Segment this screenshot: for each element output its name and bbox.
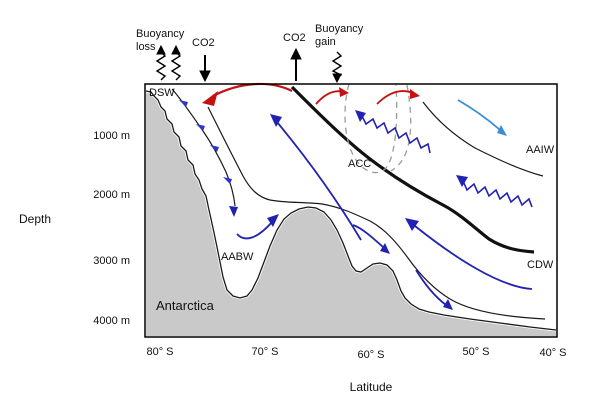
buoyancy-loss-wavy-2 bbox=[170, 51, 182, 81]
y-tick-1000: 1000 m bbox=[93, 130, 130, 142]
red-surface-arrows bbox=[212, 82, 414, 105]
buoyancy-loss-head-1 bbox=[156, 44, 166, 55]
cdw-inflow-arrow bbox=[414, 225, 533, 290]
x-tick-50s: 50° S bbox=[462, 346, 490, 358]
plot-frame bbox=[144, 83, 558, 338]
buoyancy-gain-label: Buoyancy gain bbox=[315, 23, 364, 48]
y-tick-2000: 2000 m bbox=[93, 189, 130, 201]
buoyancy-loss-wavy-1 bbox=[155, 51, 167, 81]
x-tick-70s: 70° S bbox=[251, 346, 279, 358]
basin-sink-arrowhead bbox=[380, 243, 390, 254]
ekman-arrowhead-2 bbox=[410, 89, 420, 99]
acc-front-line bbox=[290, 85, 535, 254]
cdw-label: CDW bbox=[527, 259, 554, 271]
upwelling-arrow bbox=[276, 121, 362, 241]
aaiw-label: AAIW bbox=[526, 144, 555, 156]
aaiw-subduction-arrow bbox=[457, 99, 507, 136]
acc-label: ACC bbox=[348, 158, 372, 170]
eddy-wavy-arrow-lower bbox=[462, 180, 533, 208]
streamlines bbox=[171, 88, 546, 320]
abyssal-arrowhead bbox=[443, 299, 453, 310]
dsw-arrowhead bbox=[229, 206, 238, 217]
southward-arrowhead bbox=[202, 91, 218, 106]
dsw-label: DSW bbox=[149, 87, 175, 99]
red-arrowheads bbox=[202, 87, 420, 106]
mid-depth-streamline bbox=[207, 106, 546, 320]
antarctica-label: Antarctica bbox=[156, 298, 214, 313]
blue-flow-arrows bbox=[236, 115, 533, 306]
aabw-label: AABW bbox=[221, 251, 254, 263]
x-axis-title: Latitude bbox=[349, 380, 393, 394]
co2-out-label: CO2 bbox=[283, 32, 306, 44]
y-axis-title: Depth bbox=[19, 212, 52, 226]
co2-in-label: CO2 bbox=[192, 37, 215, 49]
overflow-arrowhead bbox=[267, 214, 279, 227]
wavy-lower-arrowhead bbox=[456, 175, 468, 187]
aaiw-isopycnal bbox=[422, 101, 544, 177]
buoyancy-loss-head-2 bbox=[171, 44, 181, 55]
upwelling-arrowhead bbox=[270, 114, 282, 127]
airsea-arrows bbox=[155, 44, 343, 84]
wavy-upper-arrowhead bbox=[355, 110, 366, 122]
y-tick-3000: 3000 m bbox=[93, 255, 130, 267]
buoyancy-gain-head bbox=[332, 73, 342, 84]
cdw-arrowhead bbox=[405, 218, 419, 231]
antarctica-landmass bbox=[146, 91, 556, 336]
co2-in-arrowhead bbox=[199, 70, 211, 83]
blue-arrowheads bbox=[229, 110, 468, 310]
eddy-wavy-arrow-upper bbox=[361, 115, 431, 154]
ekman-arrowhead-1 bbox=[339, 87, 349, 97]
dsw-flow-ticks bbox=[179, 100, 232, 184]
x-tick-60s: 60° S bbox=[357, 349, 385, 361]
abyssal-flow-arrow bbox=[415, 269, 447, 306]
basin-sink-arrow bbox=[352, 224, 384, 248]
co2-out-arrowhead bbox=[290, 47, 302, 60]
aabw-overflow-arrow bbox=[236, 221, 273, 240]
ekman-arrow-2 bbox=[376, 90, 414, 105]
y-tick-4000: 4000 m bbox=[93, 315, 130, 327]
x-tick-40s: 40° S bbox=[539, 347, 567, 359]
seafloor-outline bbox=[145, 89, 557, 332]
southward-surface-arrow bbox=[212, 82, 293, 97]
x-tick-80s: 80° S bbox=[146, 346, 174, 358]
buoyancy-loss-label: Buoyancy loss bbox=[136, 28, 185, 53]
dsw-slope-streamline bbox=[171, 88, 236, 207]
